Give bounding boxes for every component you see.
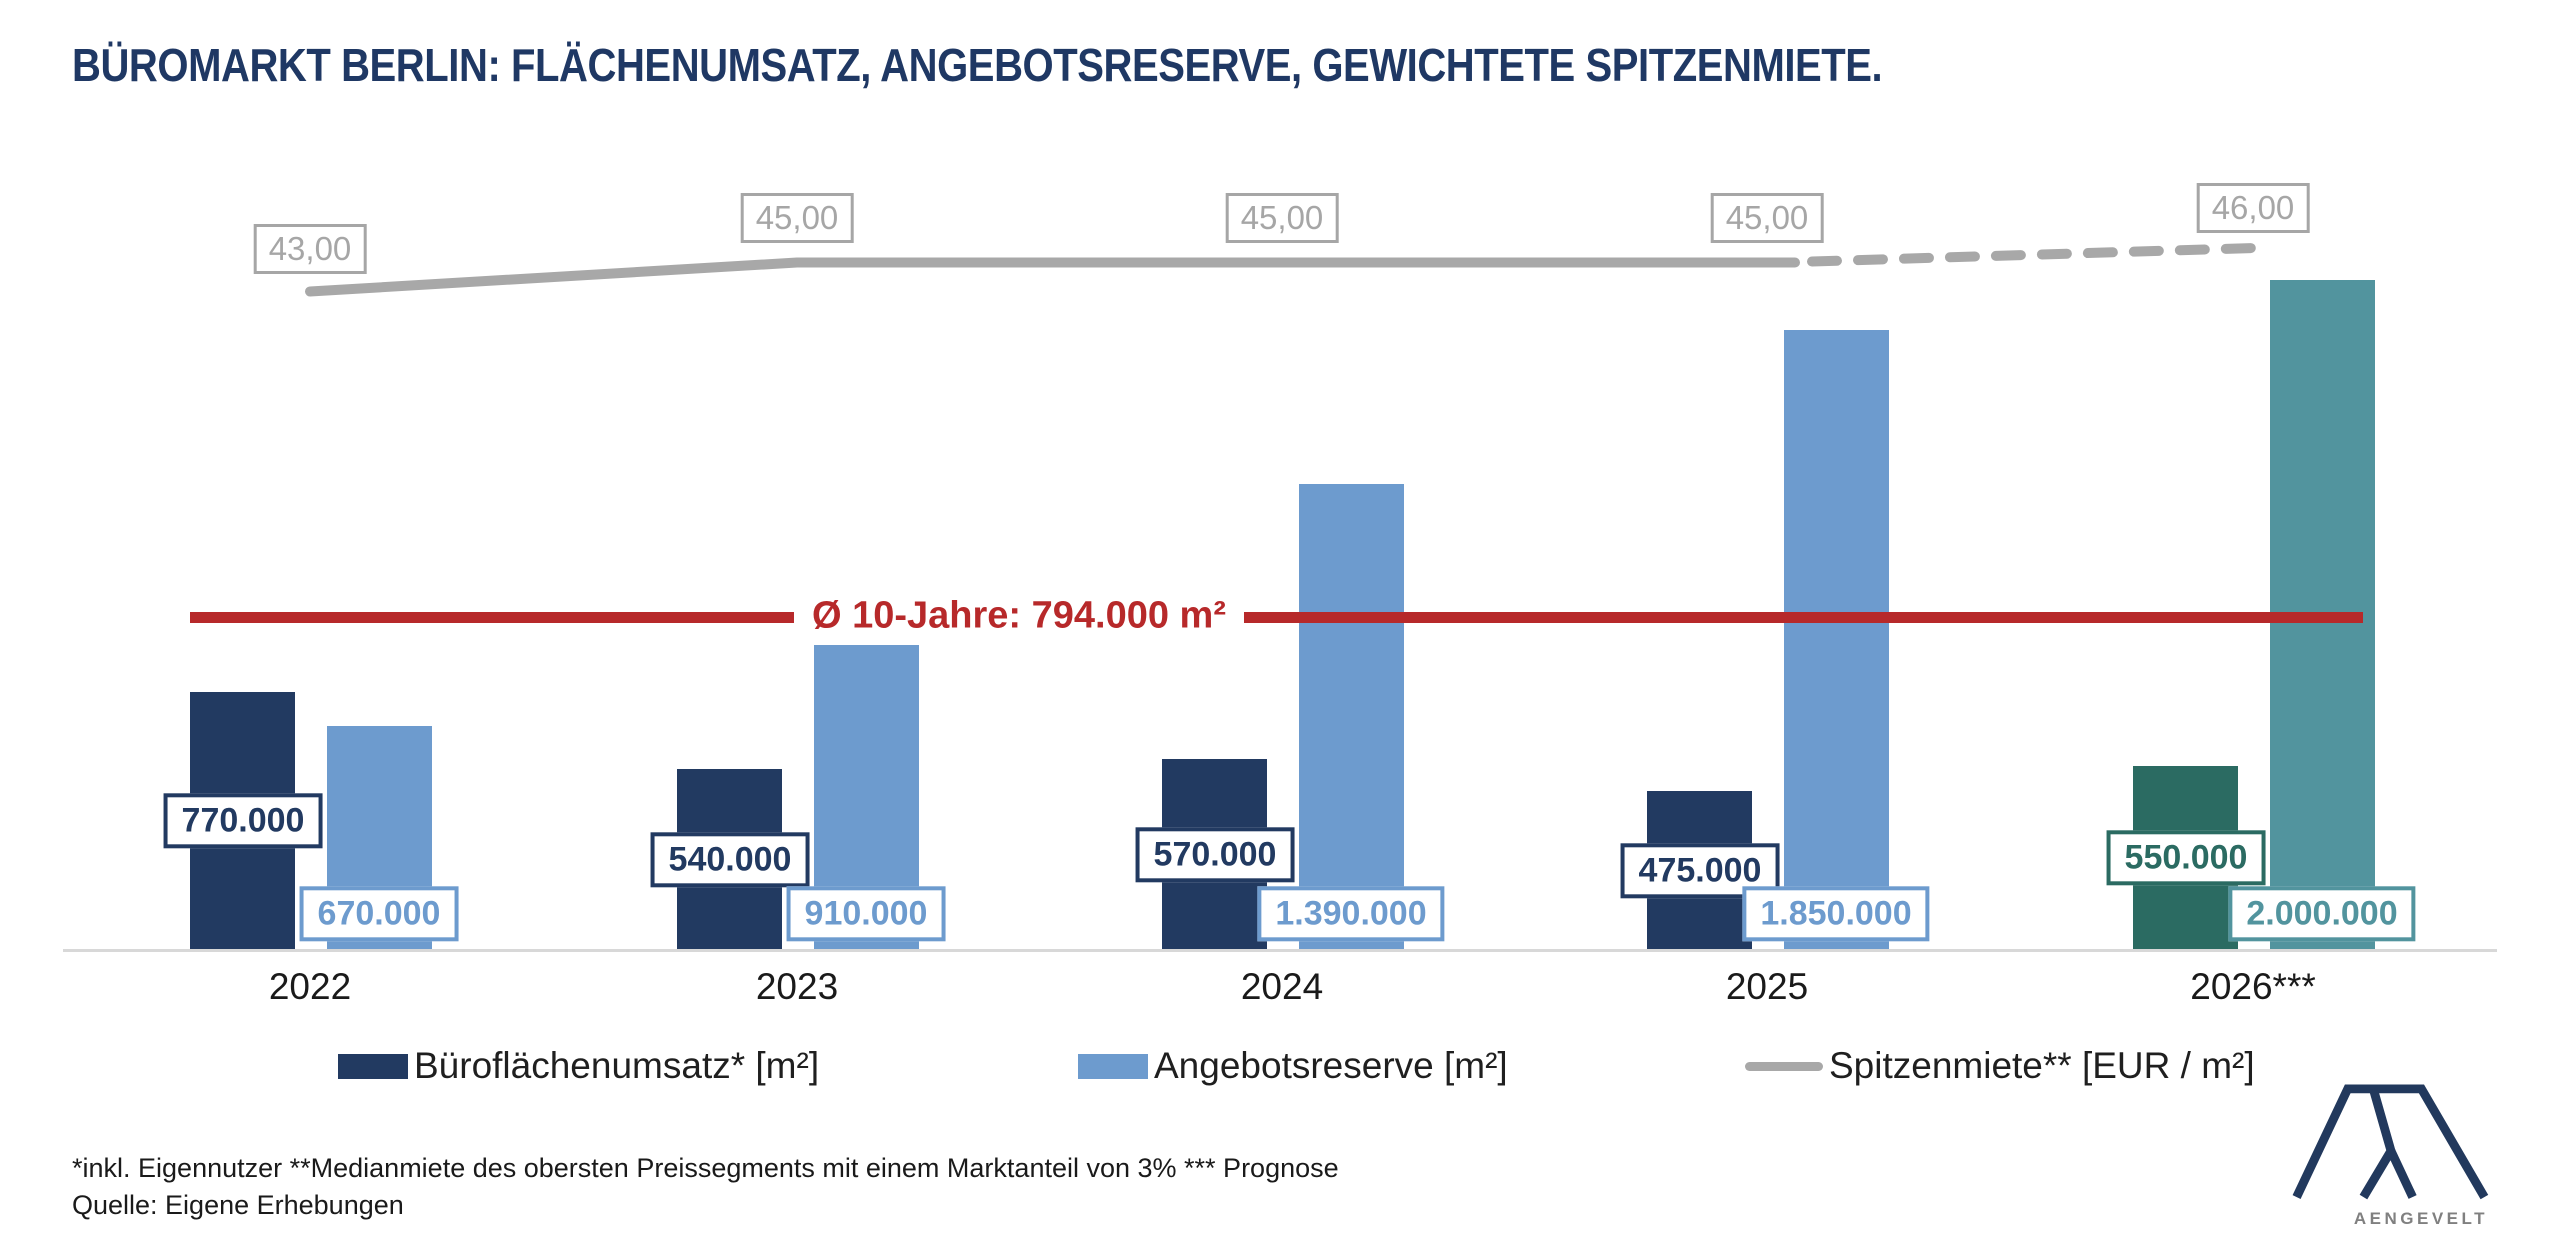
value-label-angebotsreserve: 910.000: [786, 886, 946, 942]
value-label-bueroflaechenumsatz: 570.000: [1135, 826, 1295, 883]
average-10y-line: [190, 612, 2363, 623]
x-axis-label: 2024: [1240, 966, 1324, 1007]
x-axis-label: 2026***: [2190, 966, 2316, 1007]
spitzenmiete-label: 45,00: [740, 193, 854, 243]
spitzenmiete-label: 45,00: [1710, 193, 1824, 243]
x-axis-label: 2023: [755, 966, 839, 1007]
legend-item-bueroflaechenumsatz: Büroflächenumsatz* [m²]: [338, 1044, 819, 1088]
x-axis-label: 2025: [1725, 966, 1809, 1007]
value-label-bueroflaechenumsatz: 540.000: [650, 831, 810, 888]
legend-label: Angebotsreserve [m²]: [1154, 1045, 1508, 1086]
legend-label: Spitzenmiete** [EUR / m²]: [1829, 1045, 2255, 1086]
page-title: BÜROMARKT BERLIN: FLÄCHENUMSATZ, ANGEBOT…: [72, 39, 1883, 91]
x-axis-line: [63, 949, 2497, 952]
footnote-line-1: *inkl. Eigennutzer **Medianmiete des obe…: [72, 1153, 1339, 1183]
spitzenmiete-label: 45,00: [1225, 193, 1339, 243]
legend-item-angebotsreserve: Angebotsreserve [m²]: [1078, 1044, 1508, 1088]
legend: Büroflächenumsatz* [m²] Angebotsreserve …: [0, 1044, 2560, 1088]
rent-line-dashed-forecast: [1807, 243, 2258, 267]
value-label-angebotsreserve: 1.850.000: [1742, 886, 1930, 942]
navy-swatch-icon: [338, 1053, 408, 1079]
rent-line-solid: [305, 257, 1800, 297]
logo-wordmark: AENGEVELT: [2353, 1209, 2488, 1228]
average-10y-label: Ø 10-Jahre: 794.000 m²: [793, 592, 1245, 640]
legend-item-spitzenmiete: Spitzenmiete** [EUR / m²]: [1745, 1044, 2255, 1088]
value-label-angebotsreserve: 1.390.000: [1257, 886, 1445, 942]
spitzenmiete-label: 46,00: [2196, 183, 2310, 233]
bar-angebotsreserve: [1784, 330, 1889, 950]
aengevelt-mark-icon: [2292, 1084, 2489, 1200]
value-label-bueroflaechenumsatz: 770.000: [163, 793, 323, 849]
aengevelt-logo: AENGEVELT: [2290, 1082, 2490, 1229]
value-label-bueroflaechenumsatz: 550.000: [2106, 830, 2266, 886]
spitzenmiete-label: 43,00: [253, 224, 367, 274]
footnotes: *inkl. Eigennutzer **Medianmiete des obe…: [72, 1150, 1339, 1224]
bar-angebotsreserve: [1299, 484, 1404, 950]
lightblue-swatch-icon: [1078, 1053, 1148, 1079]
value-label-angebotsreserve: 670.000: [299, 886, 459, 942]
footnote-line-2: Quelle: Eigene Erhebungen: [72, 1190, 404, 1220]
x-axis-label: 2022: [268, 966, 352, 1007]
value-label-angebotsreserve: 2.000.000: [2228, 886, 2416, 942]
legend-label: Büroflächenumsatz* [m²]: [414, 1045, 820, 1086]
gray-line-swatch-icon: [1745, 1061, 1823, 1071]
